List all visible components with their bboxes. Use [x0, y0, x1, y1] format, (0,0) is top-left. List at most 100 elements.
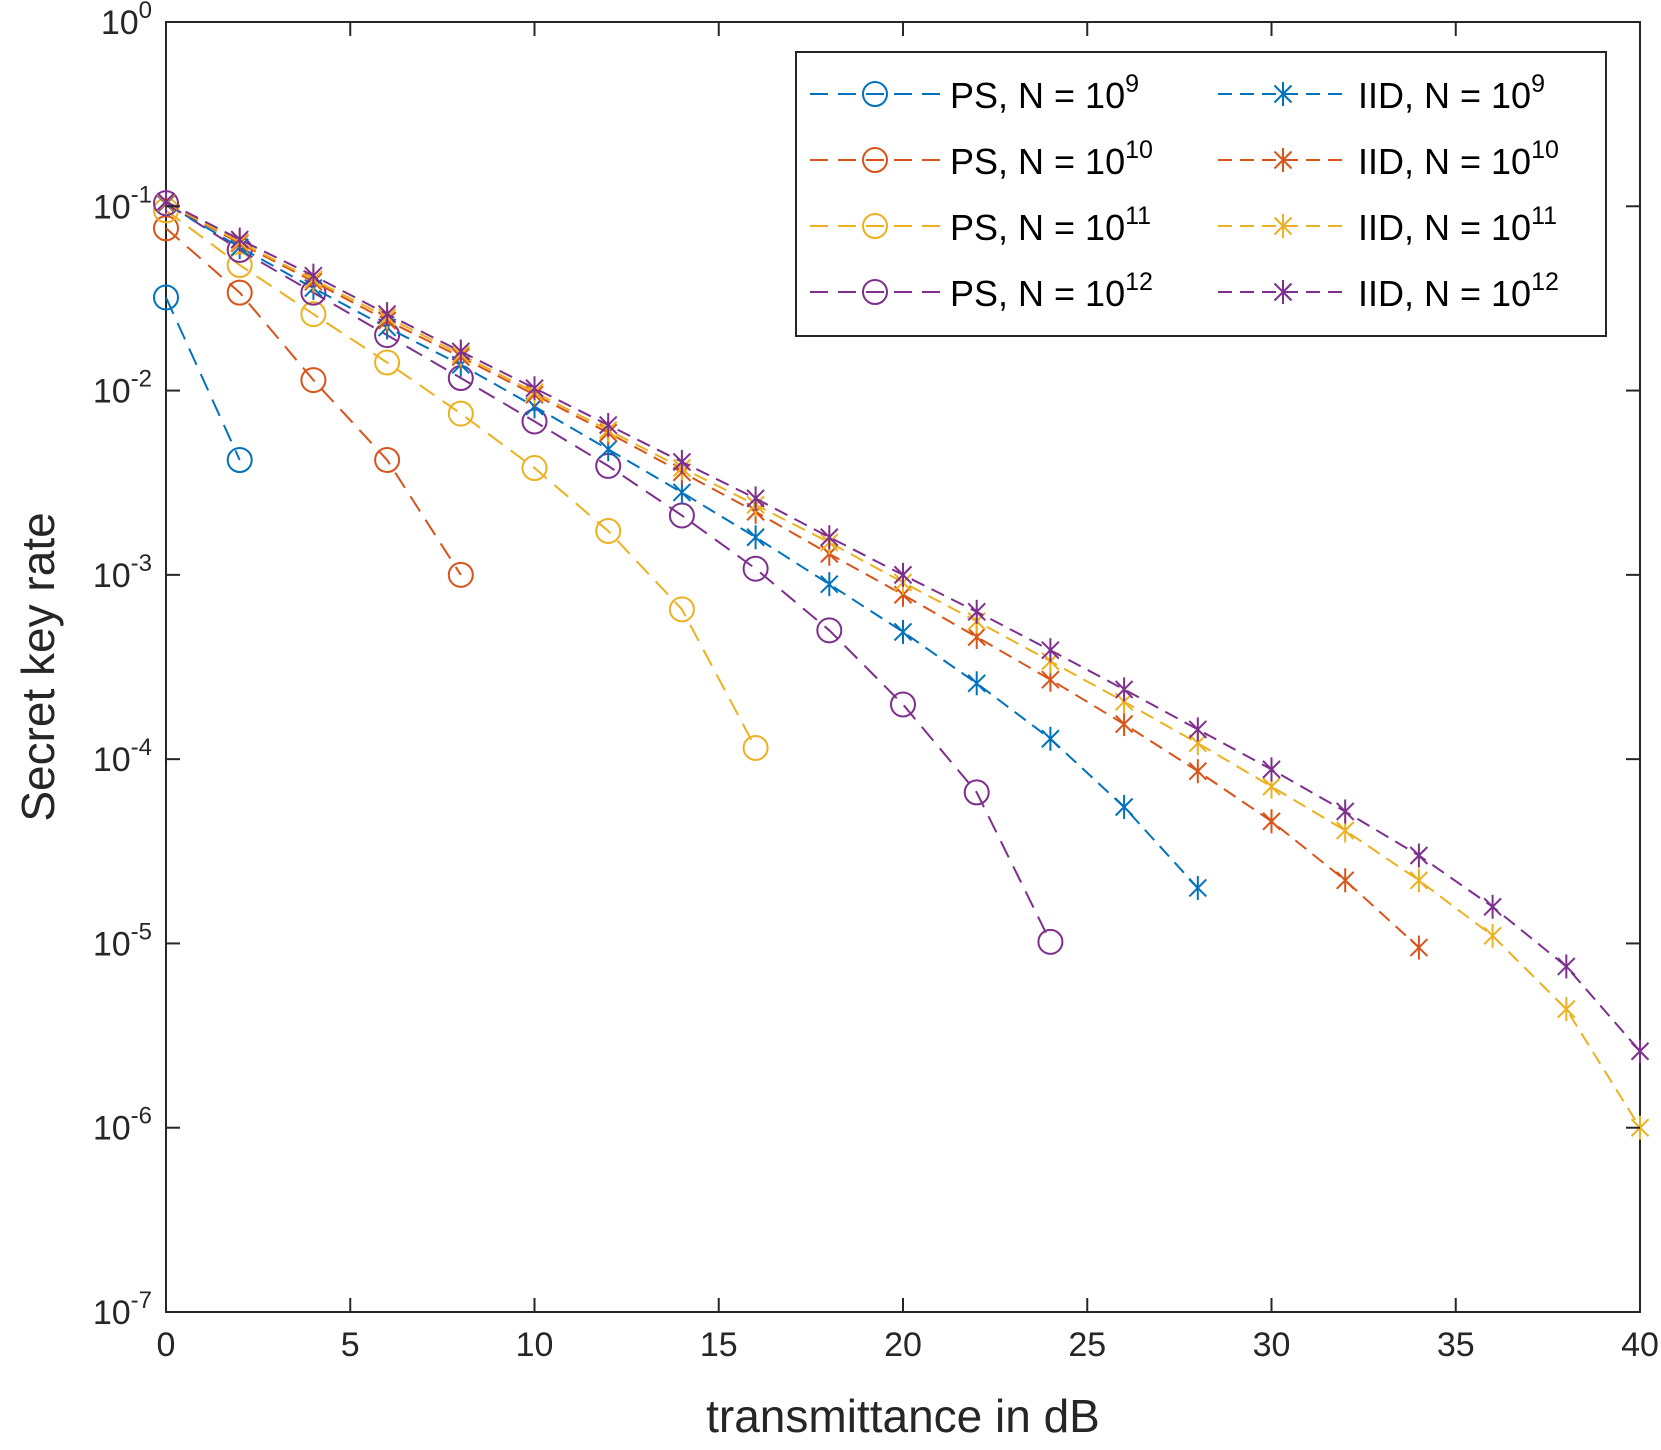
circle-marker — [1037, 928, 1064, 955]
asterisk-stroke — [1262, 777, 1281, 796]
circle-marker — [742, 734, 769, 761]
circle-marker — [862, 81, 888, 107]
asterisk-marker — [967, 671, 986, 696]
asterisk-marker — [377, 302, 397, 327]
asterisk-stroke — [1114, 797, 1134, 817]
asterisk-stroke — [1262, 812, 1281, 831]
asterisk-stroke — [451, 342, 471, 361]
asterisk-marker — [1114, 794, 1134, 819]
asterisk-stroke — [598, 415, 618, 435]
asterisk-stroke — [377, 304, 397, 324]
legend-label-exponent: 11 — [1125, 202, 1151, 230]
circle-marker — [862, 213, 888, 239]
asterisk-stroke — [1557, 957, 1576, 976]
circle-marker — [153, 215, 179, 242]
series-line — [165, 202, 1420, 949]
asterisk-stroke — [1273, 150, 1293, 170]
x-tick-label: 5 — [341, 1326, 360, 1364]
asterisk-marker — [672, 449, 692, 474]
legend-item: IID, N = 1010 — [1218, 136, 1559, 182]
y-tick-exponent: -2 — [131, 366, 152, 393]
legend-label: PS, N = 1012 — [950, 268, 1153, 314]
legend-label: PS, N = 1010 — [950, 136, 1153, 182]
circle-marker — [595, 517, 622, 544]
asterisk-stroke — [746, 489, 765, 508]
asterisk-stroke — [1409, 938, 1429, 957]
asterisk-stroke — [1483, 897, 1502, 917]
legend-label-text: PS, N = 10 — [950, 273, 1125, 314]
circle-marker — [816, 617, 843, 644]
y-tick-label: 100 — [101, 0, 152, 42]
series-circle-10 — [153, 215, 474, 588]
legend-box — [795, 51, 1607, 337]
circle-marker — [447, 400, 474, 427]
asterisk-stroke — [1273, 216, 1293, 236]
y-tick-base: 10 — [101, 4, 139, 42]
circle-marker — [742, 555, 769, 582]
asterisk-stroke — [1335, 871, 1355, 890]
legend-label-text: PS, N = 10 — [950, 141, 1125, 182]
asterisk-stroke — [967, 602, 986, 622]
asterisk-marker — [1041, 638, 1060, 663]
legend-label-exponent: 10 — [1125, 136, 1153, 164]
circle-marker — [862, 147, 888, 173]
asterisk-marker — [1483, 894, 1502, 919]
asterisk-marker — [1114, 712, 1134, 737]
circle-marker — [374, 447, 401, 474]
asterisk-stroke — [1114, 680, 1134, 699]
y-tick-base: 10 — [93, 373, 131, 411]
asterisk-stroke — [1188, 878, 1208, 898]
asterisk-marker — [1273, 148, 1293, 172]
asterisk-stroke — [1335, 821, 1355, 840]
x-tick-label: 20 — [884, 1326, 922, 1364]
series-layer — [153, 189, 1650, 1140]
asterisk-stroke — [1188, 734, 1208, 753]
asterisk-marker — [1262, 809, 1281, 834]
y-tick-base: 10 — [93, 188, 131, 226]
y-tick-exponent: -7 — [131, 1287, 152, 1314]
asterisk-marker — [1041, 726, 1060, 751]
asterisk-stroke — [967, 674, 986, 693]
circle-marker — [300, 301, 327, 328]
asterisk-marker — [525, 376, 544, 401]
y-axis-label: Secret key rate — [12, 512, 64, 821]
series-line — [165, 209, 757, 749]
legend-label-text: PS, N = 10 — [950, 75, 1125, 116]
asterisk-stroke — [893, 565, 913, 585]
asterisk-stroke — [672, 483, 692, 502]
asterisk-marker — [1262, 757, 1281, 782]
asterisk-stroke — [304, 266, 323, 285]
asterisk-marker — [1630, 1039, 1650, 1064]
y-tick-base: 10 — [93, 1294, 131, 1332]
y-tick-base: 10 — [93, 557, 131, 595]
y-tick-base: 10 — [93, 925, 131, 963]
asterisk-marker — [1273, 82, 1293, 106]
series-line — [165, 227, 462, 576]
asterisk-marker — [672, 480, 692, 505]
circle-marker — [374, 349, 401, 376]
ticks-layer: 0 5 10 15 20 25 30 35 4010010-110-210-310-410-51… — [93, 0, 1659, 1364]
y-tick-exponent: 0 — [139, 0, 152, 24]
asterisk-stroke — [1114, 714, 1134, 734]
asterisk-marker — [451, 339, 471, 364]
asterisk-stroke — [1188, 762, 1208, 781]
asterisk-marker — [1409, 935, 1429, 960]
asterisk-marker — [598, 413, 618, 438]
x-tick-label: 0 — [157, 1326, 176, 1364]
legend-label: IID, N = 1011 — [1358, 202, 1557, 248]
y-tick-label: 10-3 — [93, 550, 152, 595]
y-tick-label: 10-4 — [93, 734, 152, 779]
legend-item: PS, N = 1010 — [810, 136, 1153, 182]
asterisk-marker — [1335, 868, 1355, 893]
circle-marker — [521, 455, 548, 482]
y-tick-label: 10-7 — [93, 1287, 152, 1332]
asterisk-stroke — [1262, 760, 1281, 779]
legend-item: IID, N = 1012 — [1218, 268, 1559, 314]
asterisk-marker — [1273, 280, 1293, 304]
legend-label: PS, N = 109 — [950, 70, 1139, 116]
y-tick-label: 10-1 — [93, 181, 152, 226]
asterisk-stroke — [1409, 871, 1429, 890]
legend-label: PS, N = 1011 — [950, 202, 1151, 248]
